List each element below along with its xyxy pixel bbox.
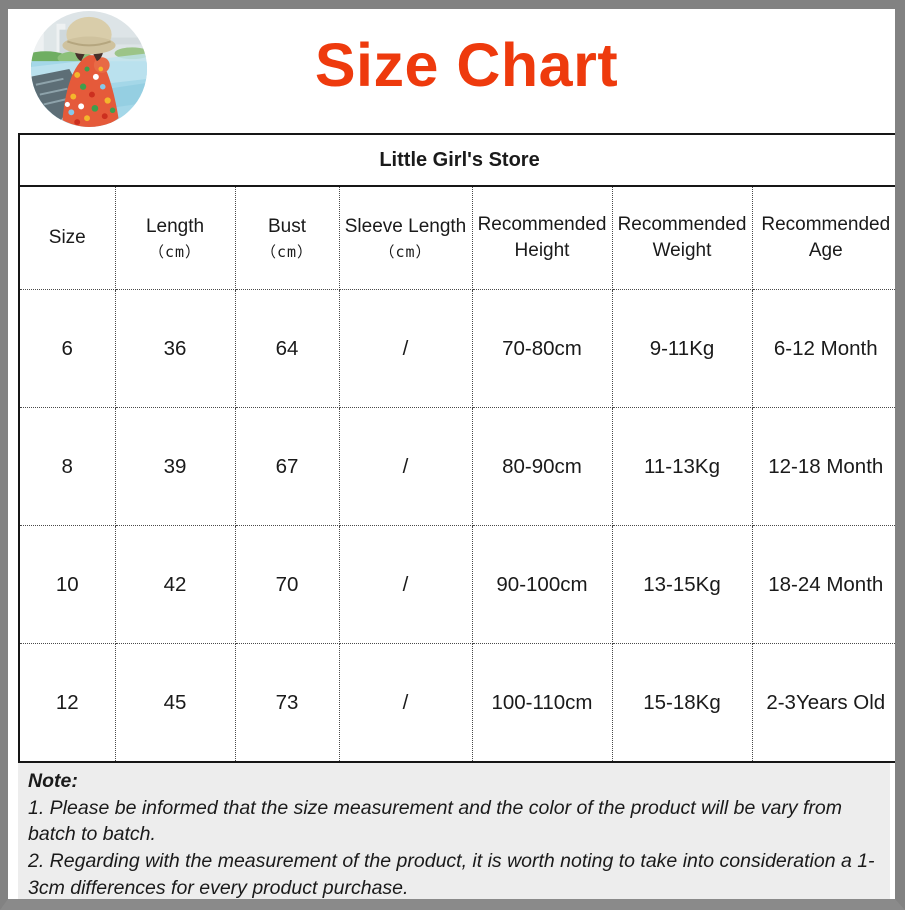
note-title: Note: (28, 770, 78, 792)
unit-label: （cm） (379, 243, 432, 262)
col-header-recommended-weight: Recommended Weight (611, 185, 753, 290)
table-cell: / (338, 643, 473, 763)
table-cell: / (338, 525, 473, 644)
table-cell: 100-110cm (471, 643, 613, 763)
table-cell: 90-100cm (471, 525, 613, 644)
table-cell: 18-24 Month (751, 525, 895, 644)
table-cell: 39 (114, 407, 236, 526)
avatar (30, 10, 148, 128)
size-chart-table: Little Girl's Store Size Length （cm） Bust… (18, 133, 895, 763)
table-cell: 9-11Kg (611, 289, 753, 408)
table-cell: 73 (234, 643, 340, 763)
unit-label: （cm） (260, 243, 314, 262)
table-cell: 6 (18, 289, 116, 408)
table-cell: 70-80cm (471, 289, 613, 408)
table-row-size-8: 8 39 67 / 80-90cm 11-13Kg 12-18 Month (18, 407, 895, 526)
table-cell: 13-15Kg (611, 525, 753, 644)
girl-photo-icon (30, 10, 148, 128)
table-cell: 15-18Kg (611, 643, 753, 763)
col-header-size: Size (18, 185, 116, 290)
table-row-size-10: 10 42 70 / 90-100cm 13-15Kg 18-24 Month (18, 525, 895, 644)
col-header-bust: Bust （cm） (234, 185, 340, 290)
table-cell: 11-13Kg (611, 407, 753, 526)
page-title: Size Chart (314, 31, 619, 99)
table-cell: / (338, 289, 473, 408)
col-header-sleeve-length: Sleeve Length （cm） (338, 185, 473, 290)
col-header-length: Length （cm） (114, 185, 236, 290)
table-cell: 80-90cm (471, 407, 613, 526)
table-row-size-6: 6 36 64 / 70-80cm 9-11Kg 6-12 Month (18, 289, 895, 408)
table-cell: / (338, 407, 473, 526)
note-line-2: 2. Regarding with the measurement of the… (28, 850, 875, 899)
store-title: Little Girl's Store (19, 133, 895, 187)
table-cell: 36 (114, 289, 236, 408)
table-cell: 6-12 Month (751, 289, 895, 408)
table-cell: 10 (18, 525, 116, 644)
unit-label: （cm） (148, 243, 202, 262)
table-cell: 64 (234, 289, 340, 408)
note-section: Note: 1. Please be informed that the siz… (18, 763, 890, 899)
col-header-recommended-age: Recommended Age (751, 185, 895, 290)
note-line-1: 1. Please be informed that the size meas… (28, 796, 843, 846)
table-cell: 70 (234, 525, 340, 644)
page-header: Size Chart (8, 9, 895, 133)
table-cell: 67 (234, 407, 340, 526)
column-header-row: Size Length （cm） Bust （cm） Sleeve Length （c… (18, 185, 895, 290)
table-cell: 12 (18, 643, 116, 763)
table-cell: 45 (114, 643, 236, 763)
table-cell: 12-18 Month (751, 407, 895, 526)
table-cell: 8 (18, 407, 116, 526)
table-cell: 42 (114, 525, 236, 644)
table-row-size-12: 12 45 73 / 100-110cm 15-18Kg 2-3Years Ol… (18, 643, 895, 763)
table-cell: 2-3Years Old (751, 643, 895, 763)
col-header-recommended-height: Recommended Height (471, 185, 613, 290)
store-title-row: Little Girl's Store (19, 133, 895, 187)
